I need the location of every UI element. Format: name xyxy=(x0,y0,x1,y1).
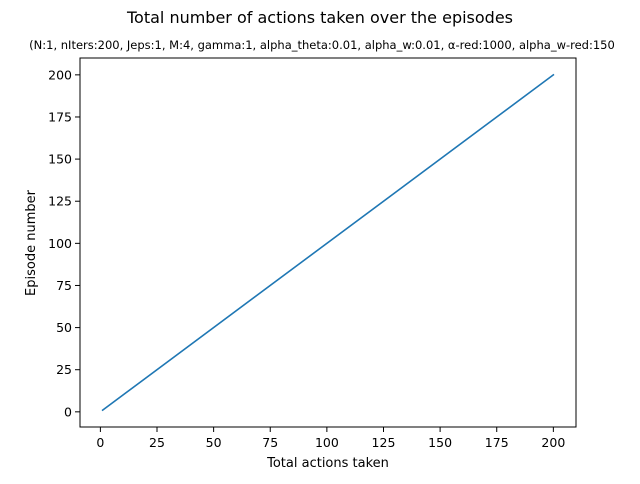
y-axis-label: Episode number xyxy=(24,189,39,296)
x-tick-label: 125 xyxy=(372,435,396,450)
plot-frame xyxy=(79,57,577,428)
y-tick-label: 200 xyxy=(48,67,72,82)
x-tick-label: 175 xyxy=(485,435,509,450)
x-tick-label: 25 xyxy=(149,435,165,450)
series-layer xyxy=(101,73,555,412)
y-tick-label: 125 xyxy=(48,194,72,209)
x-tick-label: 200 xyxy=(541,435,565,450)
y-tick-label: 0 xyxy=(64,404,72,419)
x-tick-label: 100 xyxy=(315,435,339,450)
chart-subtitle: (N:1, nIters:200, Jeps:1, M:4, gamma:1, … xyxy=(29,38,615,52)
y-tick-label: 25 xyxy=(56,362,72,377)
x-axis-label: Total actions taken xyxy=(266,456,389,471)
x-tick-label: 50 xyxy=(206,435,222,450)
x-tick-label: 0 xyxy=(96,435,104,450)
y-tick-label: 175 xyxy=(48,109,72,124)
y-tick-label: 75 xyxy=(56,278,72,293)
axis-ticks: 0 25 50 75 100 125 150 175 200 0 25 50 75 100 125 150 17… xyxy=(48,67,565,450)
y-tick-label: 100 xyxy=(48,236,72,251)
y-tick-label: 50 xyxy=(56,320,72,335)
chart-title: Total number of actions taken over the e… xyxy=(126,8,513,27)
x-tick-label: 75 xyxy=(262,435,278,450)
x-tick-label: 150 xyxy=(428,435,452,450)
y-tick-label: 150 xyxy=(48,152,72,167)
series-line-1 xyxy=(101,73,555,412)
